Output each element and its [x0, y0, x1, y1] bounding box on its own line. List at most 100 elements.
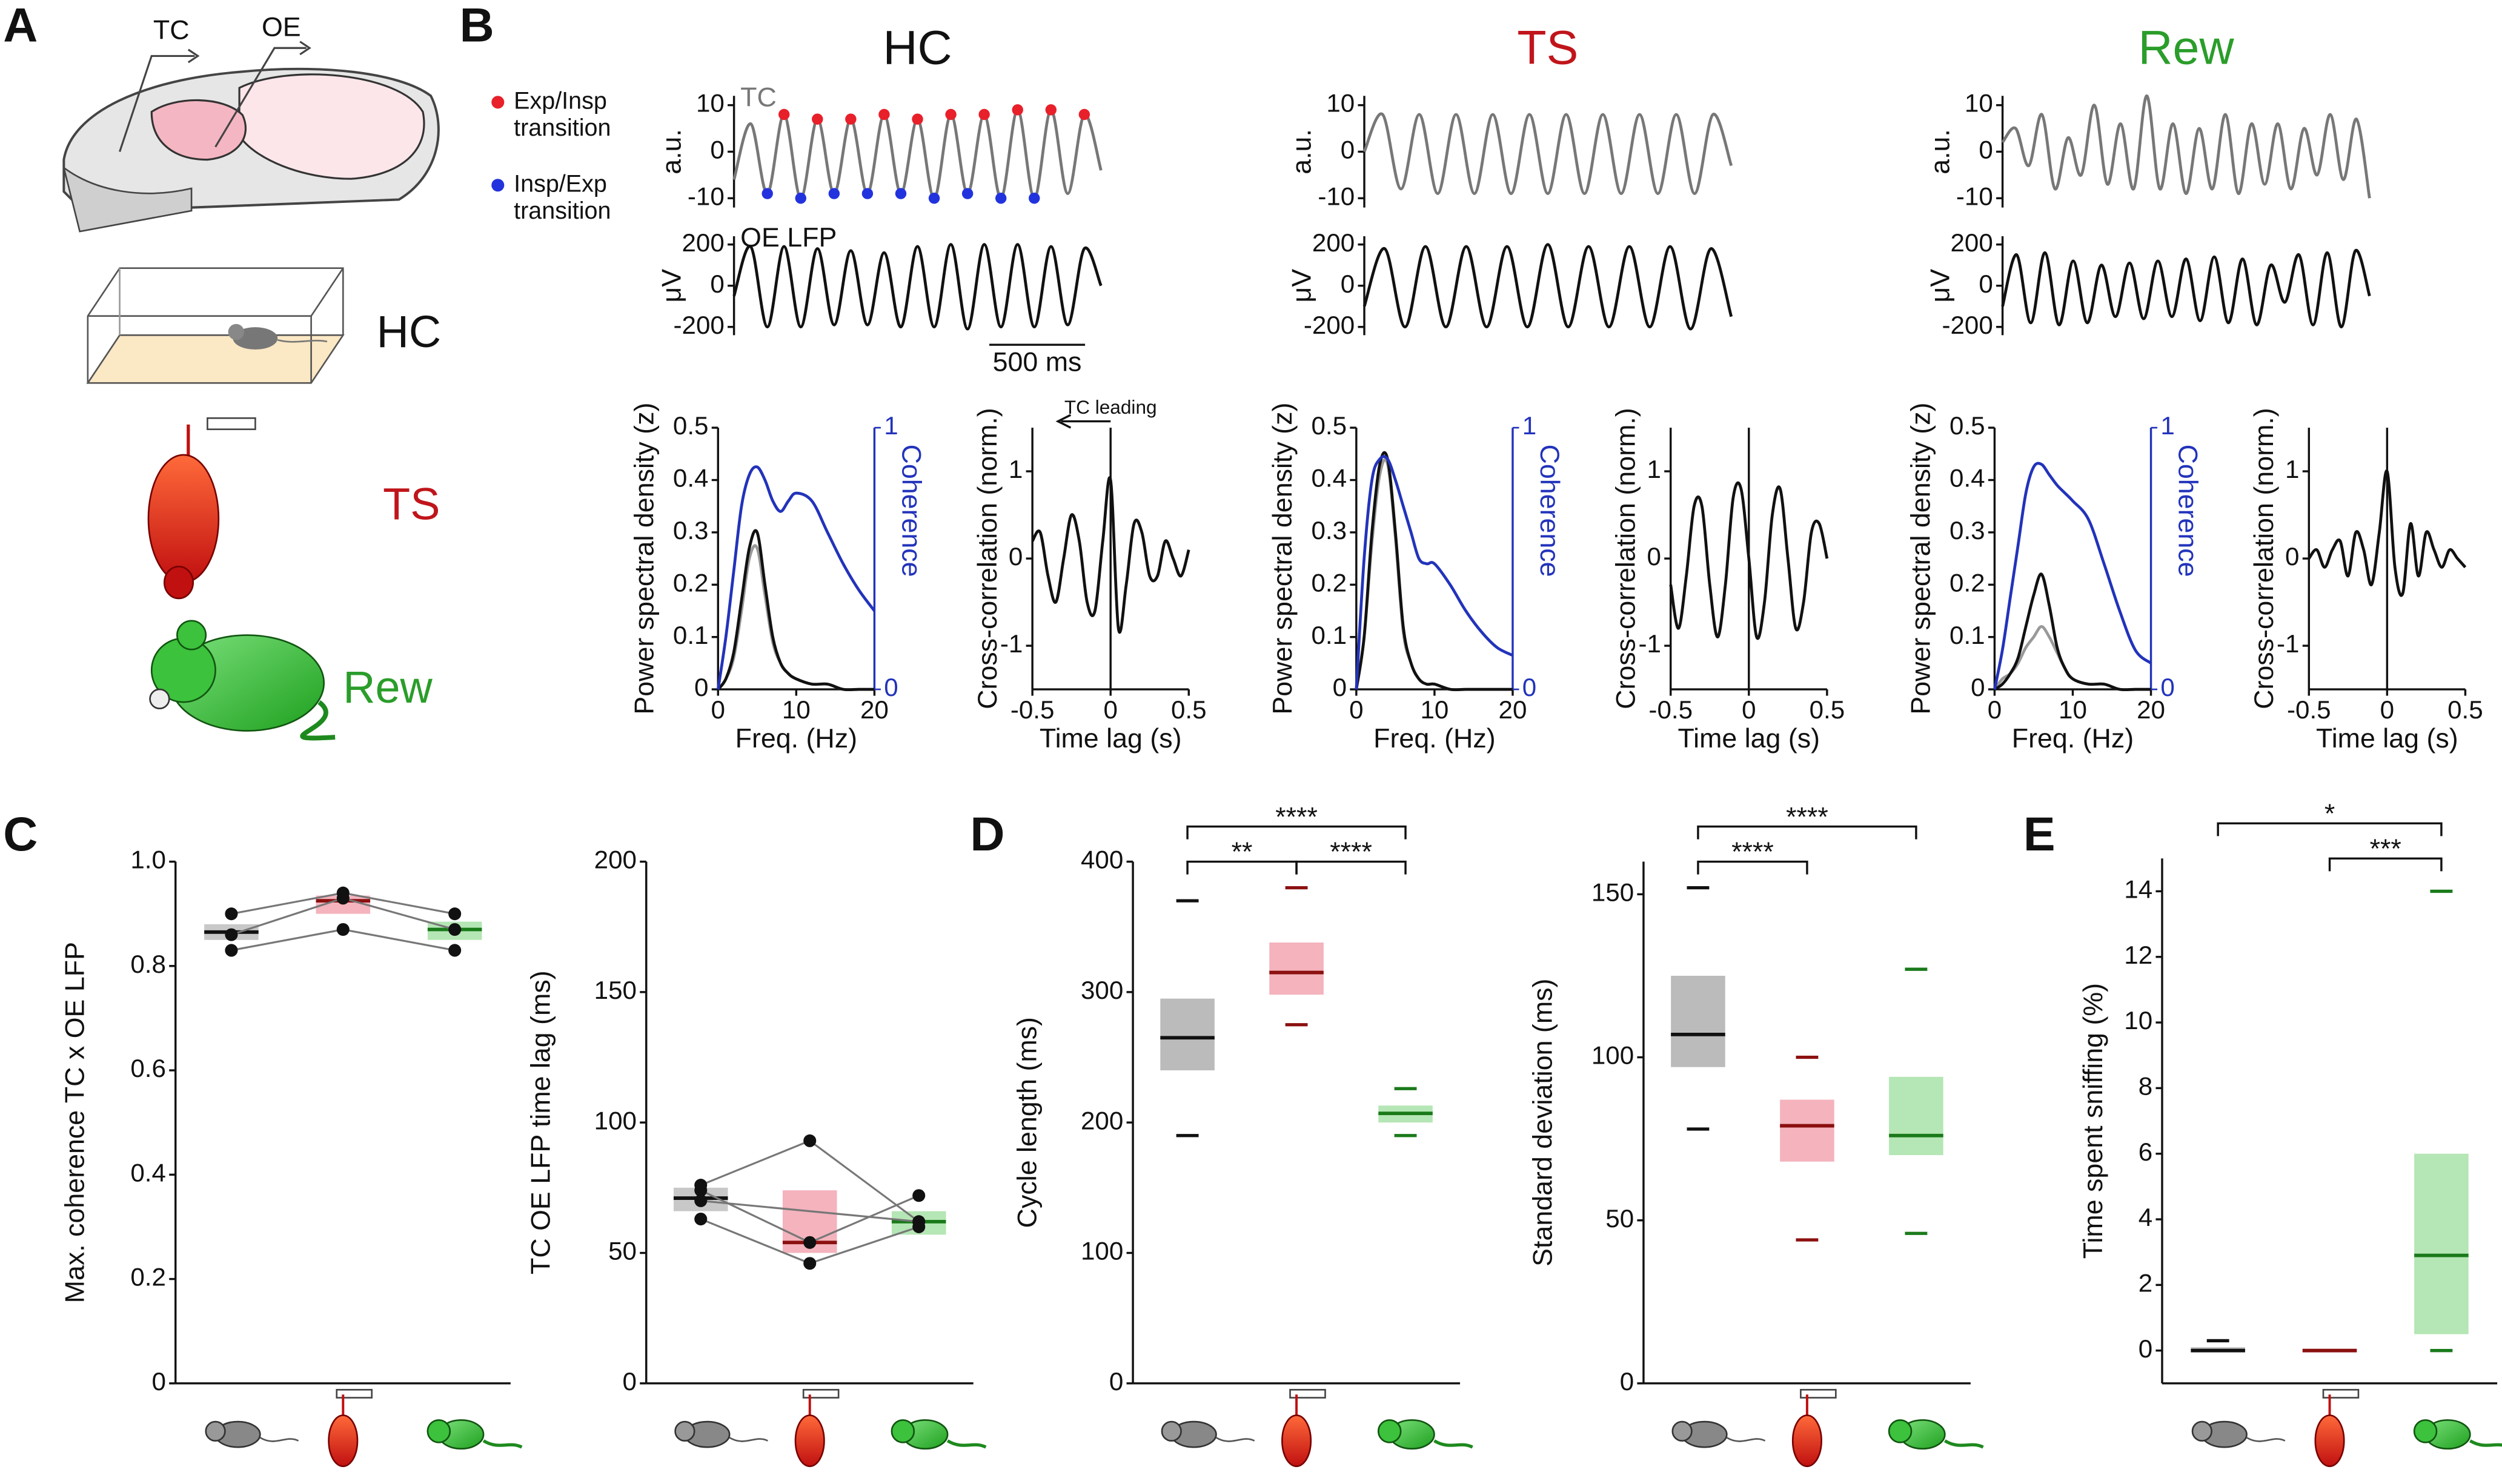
x-tick-label: 20: [2137, 695, 2165, 724]
y-tick-label: 0: [1979, 270, 1993, 298]
series-line: [1994, 572, 2151, 692]
y-tick-label: -1: [1638, 629, 1661, 658]
icon-bar: [1289, 1389, 1326, 1399]
y-tick-label: 200: [1081, 1106, 1123, 1135]
icon-bar: [1800, 1389, 1837, 1399]
icon-head: [1888, 1419, 1913, 1443]
box: [1269, 942, 1324, 995]
y2-axis-label: Coherence: [897, 445, 927, 577]
condition-icon: [1377, 1419, 1473, 1450]
y-tick-label: 50: [608, 1237, 637, 1265]
condition-icon: [674, 1420, 768, 1448]
transition-dot: [778, 108, 790, 121]
animal-point: [225, 907, 238, 921]
transition-dot: [945, 108, 957, 121]
series-line: [1355, 458, 1513, 692]
animal-link: [700, 1199, 919, 1223]
y-axis-label: μV: [1287, 269, 1317, 303]
y2-tick-label: 1: [2160, 411, 2174, 440]
transition-dot: [961, 188, 974, 199]
series-label: OE LFP: [740, 222, 837, 253]
series-label: TC: [740, 82, 777, 112]
series-line: [732, 243, 1103, 331]
animal-link: [342, 897, 456, 931]
significance-label: ****: [1731, 836, 1774, 867]
y-tick-label: 1: [1009, 455, 1023, 483]
y-tick-label: 8: [2139, 1072, 2152, 1101]
condition-label: Rew: [343, 662, 433, 712]
transition-dot: [812, 113, 823, 125]
animal-point: [448, 923, 462, 936]
annotation: TC leading: [1064, 396, 1157, 418]
significance-bracket: [2328, 857, 2443, 872]
condition-icon: [205, 1420, 299, 1448]
y-tick-label: 0.5: [1311, 411, 1347, 440]
y-tick-label: 6: [2139, 1138, 2152, 1166]
animal-link: [231, 897, 343, 936]
y-axis-label: μV: [1925, 269, 1955, 303]
y2-axis-label: Coherence: [1535, 445, 1565, 577]
condition-icon: [1791, 1389, 1837, 1468]
legend-dot: [491, 179, 505, 192]
y-tick-label: -200: [1304, 311, 1355, 339]
transition-dot: [762, 188, 773, 199]
x-tick-label: 10: [2059, 695, 2087, 724]
significance-bracket: [1186, 825, 1407, 840]
y-tick-label: 0: [694, 673, 708, 701]
transition-dot: [912, 113, 923, 125]
y-tick-label: 0: [1341, 136, 1355, 164]
animal-point: [912, 1189, 926, 1202]
animal-point: [448, 907, 462, 921]
y-axis-label: Max. coherence TC x OE LFP: [59, 942, 90, 1303]
significance-bracket: [1295, 860, 1407, 875]
series-line: [1669, 481, 1829, 640]
series-line: [716, 465, 876, 690]
y-tick-label: 0: [1009, 542, 1023, 571]
animal-point: [694, 1184, 708, 1197]
y-tick-label: 0.1: [673, 621, 709, 649]
x-tick-label: 0: [1742, 695, 1756, 724]
x-axis-label: Time lag (s): [2316, 723, 2458, 754]
x-tick-label: 0: [1349, 695, 1363, 724]
y2-tick-label: 0: [2160, 673, 2174, 701]
icon-bar: [336, 1389, 373, 1399]
panel-label: D: [970, 807, 1004, 861]
animal-point: [336, 892, 350, 905]
y-tick-label: -10: [1956, 182, 1993, 210]
home-cage-schematic: [86, 267, 345, 384]
condition-icon: [2413, 1419, 2502, 1450]
icon-tail: [2246, 1437, 2286, 1442]
y-tick-label: 0: [1647, 542, 1661, 571]
x-tick-label: 0: [1988, 695, 2002, 724]
condition-label: HC: [377, 306, 442, 357]
icon-head: [891, 1419, 915, 1443]
y-tick-label: 12: [2124, 941, 2152, 969]
y-tick-label: 0.4: [1311, 464, 1347, 492]
condition-icon: [2314, 1389, 2360, 1468]
chart-title: Rew: [2138, 20, 2234, 74]
rat-head-schematic: [62, 41, 440, 233]
y-tick-label: 100: [1591, 1041, 1634, 1070]
electrode-label: OE: [262, 12, 301, 42]
legend-dot: [491, 96, 505, 109]
y-axis-label: Power spectral density (z): [1906, 403, 1936, 715]
y-tick-label: 0: [151, 1367, 165, 1396]
transition-dot: [845, 113, 857, 125]
series-line: [1993, 462, 2152, 690]
significance-label: ****: [1275, 801, 1318, 832]
y-tick-label: 0.1: [1950, 621, 1985, 649]
y-tick-label: 0: [1620, 1367, 1634, 1396]
y-tick-label: 10: [696, 89, 725, 118]
series-line: [1031, 476, 1190, 634]
condition-icon: [2191, 1420, 2286, 1448]
icon-head: [1377, 1419, 1402, 1443]
y-tick-label: 0.4: [130, 1158, 166, 1187]
transition-dot: [795, 193, 806, 204]
y-tick-label: 0.1: [1311, 621, 1347, 649]
y-tick-label: 0: [1971, 673, 1985, 701]
y-tick-label: 200: [1312, 228, 1355, 257]
animal-point: [225, 928, 238, 941]
condition-icon: [1161, 1420, 1255, 1448]
y-tick-label: 0.4: [1950, 464, 1985, 492]
icon-tail: [259, 1437, 299, 1442]
